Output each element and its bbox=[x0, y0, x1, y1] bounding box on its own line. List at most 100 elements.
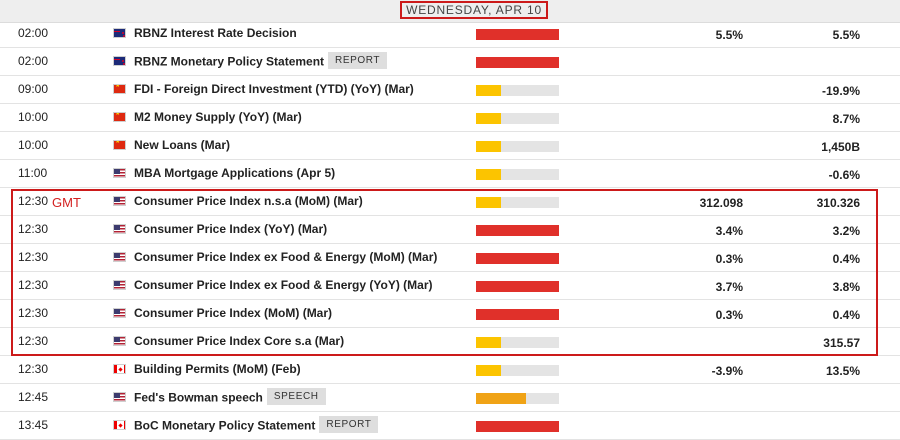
calendar-row[interactable]: 12:30 Consumer Price Index Core s.a (Mar… bbox=[0, 328, 900, 356]
event-name[interactable]: Consumer Price Index ex Food & Energy (M… bbox=[134, 250, 437, 264]
actual-value: 312.098 bbox=[699, 196, 743, 210]
actual-value: 3.7% bbox=[715, 280, 743, 294]
event-name-text: Consumer Price Index Core s.a (Mar) bbox=[134, 334, 345, 348]
day-label: WEDNESDAY, APR 10 bbox=[400, 1, 548, 19]
flag-nz-icon bbox=[113, 28, 126, 38]
previous-value: 0.4% bbox=[832, 252, 860, 266]
event-time: 12:30 bbox=[18, 250, 49, 264]
event-name[interactable]: Consumer Price Index Core s.a (Mar) bbox=[134, 334, 344, 348]
impact-bar-fill bbox=[476, 393, 526, 404]
flag-ca-icon bbox=[113, 420, 126, 430]
timezone-label: GMT bbox=[52, 195, 81, 210]
flag-us-icon bbox=[113, 308, 126, 318]
flag-us-icon bbox=[113, 336, 126, 346]
flag-cn-icon bbox=[113, 112, 126, 122]
previous-value: -19.9% bbox=[821, 84, 860, 98]
calendar-row[interactable]: 02:00 RBNZ Interest Rate Decision 5.5% 5… bbox=[0, 20, 900, 48]
calendar-row[interactable]: 11:00 MBA Mortgage Applications (Apr 5) … bbox=[0, 160, 900, 188]
actual-value: 0.3% bbox=[715, 308, 743, 322]
flag-us-icon bbox=[113, 224, 126, 234]
event-time: 12:30 bbox=[18, 362, 49, 376]
event-type-badge: SPEECH bbox=[266, 388, 326, 405]
flag-ca-icon bbox=[113, 364, 126, 374]
event-name[interactable]: RBNZ Interest Rate Decision bbox=[134, 26, 297, 40]
event-time: 10:00 bbox=[18, 138, 49, 152]
event-name[interactable]: FDI - Foreign Direct Investment (YTD) (Y… bbox=[134, 82, 414, 96]
actual-value: 0.3% bbox=[715, 252, 743, 266]
event-name-text: MBA Mortgage Applications (Apr 5) bbox=[134, 166, 336, 180]
actual-value: 3.4% bbox=[715, 224, 743, 238]
event-name[interactable]: Consumer Price Index (YoY) (Mar) bbox=[134, 222, 327, 236]
calendar-row[interactable]: 12:30 Building Permits (MoM) (Feb) -3.9%… bbox=[0, 356, 900, 384]
event-name-text: Building Permits (MoM) (Feb) bbox=[134, 362, 301, 376]
event-name[interactable]: BoC Monetary Policy Statement REPORT bbox=[134, 416, 379, 435]
event-name[interactable]: New Loans (Mar) bbox=[134, 138, 230, 152]
event-time: 12:45 bbox=[18, 390, 49, 404]
impact-bar bbox=[476, 337, 559, 348]
previous-value: 5.5% bbox=[832, 28, 860, 42]
flag-us-icon bbox=[113, 252, 126, 262]
impact-bar-fill bbox=[476, 29, 559, 40]
calendar-row[interactable]: 10:00 M2 Money Supply (YoY) (Mar) 8.7% bbox=[0, 104, 900, 132]
impact-bar bbox=[476, 197, 559, 208]
day-header-bar: WEDNESDAY, APR 10 bbox=[0, 0, 900, 23]
impact-bar bbox=[476, 365, 559, 376]
calendar-row[interactable]: 12:30 Consumer Price Index ex Food & Ene… bbox=[0, 272, 900, 300]
impact-bar bbox=[476, 253, 559, 264]
event-name-text: Consumer Price Index ex Food & Energy (Y… bbox=[134, 278, 433, 292]
calendar-row[interactable]: 09:00 FDI - Foreign Direct Investment (Y… bbox=[0, 76, 900, 104]
calendar-row[interactable]: 13:45 BoC Monetary Policy Statement REPOR… bbox=[0, 412, 900, 440]
impact-bar bbox=[476, 393, 559, 404]
calendar-row[interactable]: 12:30 Consumer Price Index (MoM) (Mar) 0… bbox=[0, 300, 900, 328]
event-type-badge: REPORT bbox=[328, 52, 388, 69]
impact-bar bbox=[476, 29, 559, 40]
calendar-row[interactable]: 02:00 RBNZ Monetary Policy Statement REPO… bbox=[0, 48, 900, 76]
event-time: 02:00 bbox=[18, 26, 49, 40]
impact-bar-fill bbox=[476, 57, 559, 68]
impact-bar bbox=[476, 141, 559, 152]
impact-bar bbox=[476, 281, 559, 292]
event-name[interactable]: Building Permits (MoM) (Feb) bbox=[134, 362, 301, 376]
calendar-row[interactable]: 12:30 Consumer Price Index n.s.a (MoM) (… bbox=[0, 188, 900, 216]
calendar-row[interactable]: 12:45 Fed's Bowman speech SPEECH bbox=[0, 384, 900, 412]
previous-value: 3.2% bbox=[832, 224, 860, 238]
event-name[interactable]: RBNZ Monetary Policy Statement REPORT bbox=[134, 52, 388, 71]
event-name[interactable]: Consumer Price Index (MoM) (Mar) bbox=[134, 306, 332, 320]
event-time: 11:00 bbox=[18, 166, 48, 180]
actual-value: -3.9% bbox=[711, 364, 743, 378]
event-name-text: New Loans (Mar) bbox=[134, 138, 231, 152]
previous-value: 0.4% bbox=[832, 308, 860, 322]
flag-us-icon bbox=[113, 168, 126, 178]
event-name[interactable]: M2 Money Supply (YoY) (Mar) bbox=[134, 110, 302, 124]
impact-bar bbox=[476, 421, 559, 432]
actual-value: 5.5% bbox=[715, 28, 743, 42]
previous-value: 8.7% bbox=[832, 112, 860, 126]
impact-bar bbox=[476, 57, 559, 68]
calendar-row[interactable]: 12:30 Consumer Price Index ex Food & Ene… bbox=[0, 244, 900, 272]
flag-cn-icon bbox=[113, 84, 126, 94]
impact-bar-fill bbox=[476, 421, 559, 432]
calendar-row[interactable]: 10:00 New Loans (Mar) 1,450B bbox=[0, 132, 900, 160]
flag-nz-icon bbox=[113, 56, 126, 66]
impact-bar bbox=[476, 225, 559, 236]
event-name[interactable]: Fed's Bowman speech SPEECH bbox=[134, 388, 326, 407]
event-name-text: RBNZ Monetary Policy Statement bbox=[134, 54, 325, 69]
event-name[interactable]: Consumer Price Index n.s.a (MoM) (Mar) bbox=[134, 194, 363, 208]
event-name-text: Consumer Price Index (YoY) (Mar) bbox=[134, 222, 328, 236]
event-name[interactable]: Consumer Price Index ex Food & Energy (Y… bbox=[134, 278, 433, 292]
previous-value: 310.326 bbox=[816, 196, 860, 210]
event-name-text: FDI - Foreign Direct Investment (YTD) (Y… bbox=[134, 82, 414, 96]
previous-value: 1,450B bbox=[821, 140, 860, 154]
event-name[interactable]: MBA Mortgage Applications (Apr 5) bbox=[134, 166, 335, 180]
impact-bar-fill bbox=[476, 169, 501, 180]
previous-value: 13.5% bbox=[825, 364, 860, 378]
calendar-row[interactable]: 12:30 Consumer Price Index (YoY) (Mar) 3… bbox=[0, 216, 900, 244]
event-name-text: Fed's Bowman speech bbox=[134, 390, 263, 405]
impact-bar-fill bbox=[476, 253, 559, 264]
impact-bar bbox=[476, 169, 559, 180]
event-name-text: Consumer Price Index (MoM) (Mar) bbox=[134, 306, 333, 320]
event-time: 12:30 bbox=[18, 222, 49, 236]
impact-bar bbox=[476, 309, 559, 320]
event-name-text: M2 Money Supply (YoY) (Mar) bbox=[134, 110, 302, 124]
impact-bar-fill bbox=[476, 309, 559, 320]
